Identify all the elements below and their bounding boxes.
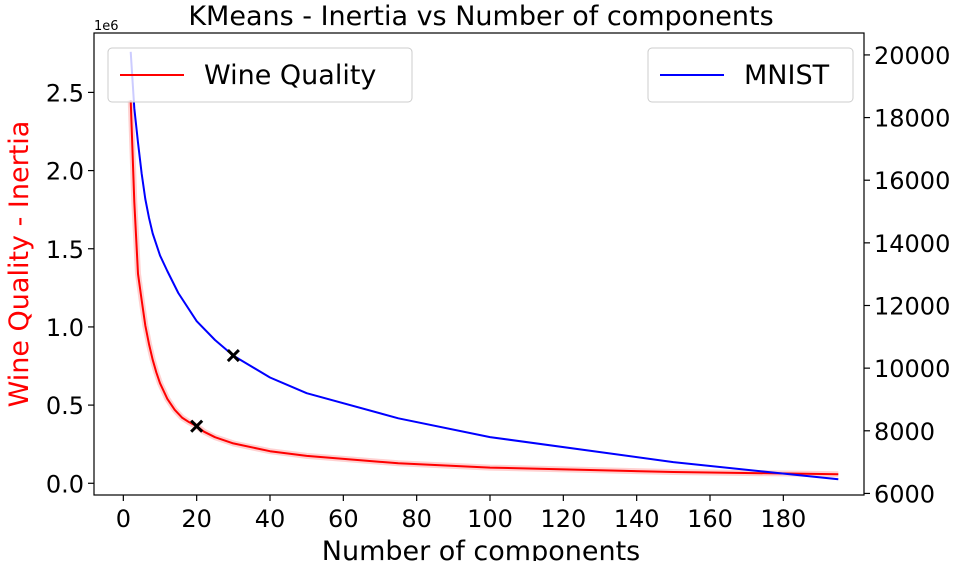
x-tick-label: 140 [614,505,660,533]
x-tick-label: 20 [181,505,212,533]
x-tick-label: 160 [687,505,733,533]
x-axis-label: Number of components [322,536,640,561]
y-right-tick-label: 10000 [874,355,950,383]
legend-label: Wine Quality [204,60,376,91]
marker-x-1 [226,349,240,363]
x-tick-label: 80 [401,505,432,533]
series-line-mnist [129,51,839,481]
y-right-tick-label: 6000 [874,480,935,508]
legend-upper-right: MNIST [647,47,854,103]
x-tick-label: 180 [760,505,806,533]
y-left-tick-label: 2.5 [46,79,84,107]
x-tick-label: 120 [540,505,586,533]
legend-area: Wine Quality MNIST [107,47,854,103]
legend-box [107,47,413,103]
y-right-tick-label: 18000 [874,105,950,133]
marker-stroke [226,349,240,363]
x-tick-label: 100 [467,505,513,533]
series-band-0 [127,100,839,478]
marker-stroke [190,419,204,433]
y-right-tick-label: 20000 [874,42,950,70]
legend-upper-left: Wine Quality [107,47,413,103]
y-left-tick-label: 1.0 [46,314,84,342]
legend-label: MNIST [744,60,830,91]
x-tick-label: 40 [255,505,286,533]
y-right-tick-label: 12000 [874,293,950,321]
y-left-tick-label: 0.0 [46,470,84,498]
y-left-tick-label: 1.5 [46,236,84,264]
x-tick-label: 60 [328,505,359,533]
y-right-tick-label: 8000 [874,418,935,446]
x-tick-label: 0 [116,505,131,533]
y-left-tick-label: 0.5 [46,392,84,420]
series-line-wine-quality [129,100,839,476]
y-right-tick-label: 14000 [874,230,950,258]
marker-x-0 [190,419,204,433]
y-right-tick-label: 16000 [874,167,950,195]
y-left-tick-label: 2.0 [46,158,84,186]
plot-area: 0 20 40 60 80 100 120 140 160 180 0.0 0.5 1.0 1.5 2.0 2… [46,32,950,533]
y-axis-left-label: Wine Quality - Inertia [4,121,35,408]
y-left-offset-text: 1e6 [94,19,119,34]
plot-frame [93,32,865,496]
chart-title: KMeans - Inertia vs Number of components [188,1,773,32]
legend-box [647,47,854,103]
